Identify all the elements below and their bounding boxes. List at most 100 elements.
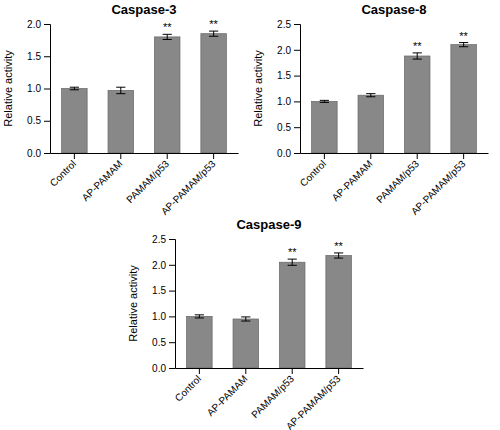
error-bar — [209, 31, 218, 36]
bar — [154, 37, 180, 153]
error-cap — [195, 314, 204, 315]
axis-line — [301, 153, 489, 154]
x-tick: AP-PAMAM/p53 — [409, 153, 468, 217]
x-tick: Control — [48, 153, 79, 189]
y-axis: 0.00.51.01.52.02.5 — [152, 234, 175, 374]
tick-mark — [324, 153, 325, 159]
tick-label: 0.5 — [277, 122, 291, 133]
tick-mark — [370, 153, 371, 159]
subplot: 0.00.51.01.52.0ControlAP-PAMAMPAMAM/p53A… — [2, 2, 239, 217]
tick-mark — [463, 153, 464, 159]
plot-area — [187, 253, 352, 368]
x-tick: Control — [173, 368, 204, 404]
axis-line — [51, 153, 239, 154]
tick-mark — [294, 50, 300, 51]
tick-label: 1.5 — [27, 51, 41, 62]
tick-mark — [245, 368, 246, 374]
x-tick: PAMAM/p53 — [249, 368, 296, 420]
error-cap — [459, 42, 468, 43]
error-cap — [241, 316, 250, 317]
tick-label: AP-PAMAM/p53 — [284, 373, 343, 430]
error-stem — [245, 317, 246, 321]
error-cap — [413, 59, 422, 60]
tick-mark — [44, 24, 50, 25]
tick-label: 2.0 — [277, 45, 291, 56]
tick-label: 1.0 — [277, 96, 291, 107]
tick-mark — [169, 291, 175, 292]
x-tick: Control — [298, 153, 329, 189]
plot-area — [62, 31, 227, 153]
error-bar — [70, 87, 79, 90]
tick-mark — [169, 368, 175, 369]
tick-mark — [338, 368, 339, 374]
y-tick: 1.5 — [152, 285, 175, 296]
bar — [108, 90, 134, 153]
error-cap — [334, 252, 343, 253]
y-tick: 0.5 — [27, 115, 50, 126]
y-tick: 1.0 — [27, 83, 50, 94]
tick-mark — [74, 153, 75, 159]
tick-mark — [199, 368, 200, 374]
error-bar — [116, 87, 125, 93]
tick-mark — [294, 24, 300, 25]
x-axis: ControlAP-PAMAMPAMAM/p53AP-PAMAM/p53 — [173, 368, 364, 430]
tick-label: 0.5 — [152, 337, 166, 348]
title: Caspase-9 — [236, 217, 301, 232]
significance-label: ** — [209, 18, 218, 30]
x-tick: AP-PAMAM — [330, 153, 375, 203]
tick-label: 0.5 — [27, 115, 41, 126]
y-axis-title: Relative activity — [2, 50, 14, 127]
title: Caspase-3 — [111, 2, 176, 17]
bar — [62, 89, 88, 154]
title: Caspase-8 — [361, 2, 426, 17]
tick-label: Control — [48, 158, 79, 189]
axis-line — [44, 25, 51, 154]
x-axis: ControlAP-PAMAMPAMAM/p53AP-PAMAM/p53 — [48, 153, 239, 217]
bar — [404, 56, 430, 153]
tick-mark — [44, 89, 50, 90]
tick-label: 1.0 — [152, 311, 166, 322]
y-tick: 1.5 — [27, 51, 50, 62]
bar — [187, 316, 213, 368]
tick-mark — [169, 265, 175, 266]
error-bar — [195, 315, 204, 318]
bar — [358, 95, 384, 153]
tick-label: PAMAM/p53 — [249, 373, 296, 420]
tick-label: 1.0 — [27, 83, 41, 94]
significance-label: ** — [413, 40, 422, 52]
tick-mark — [294, 127, 300, 128]
error-stem — [120, 87, 121, 93]
error-cap — [334, 258, 343, 259]
x-tick: AP-PAMAM — [205, 368, 250, 418]
error-cap — [241, 321, 250, 322]
bar — [233, 319, 259, 368]
bar — [201, 34, 227, 153]
tick-mark — [294, 101, 300, 102]
error-bar — [334, 253, 343, 258]
tick-mark — [294, 153, 300, 154]
tick-mark — [169, 342, 175, 343]
tick-label: 2.5 — [277, 19, 291, 30]
tick-label: 2.0 — [152, 260, 166, 271]
error-cap — [70, 87, 79, 88]
plot-area — [312, 43, 477, 153]
axis-line — [294, 25, 301, 154]
error-cap — [320, 100, 329, 101]
error-stem — [213, 31, 214, 36]
error-cap — [459, 46, 468, 47]
error-cap — [209, 31, 218, 32]
x-tick: PAMAM/p53 — [374, 153, 421, 205]
tick-mark — [44, 121, 50, 122]
significance-label: ** — [288, 246, 297, 258]
error-stem — [292, 259, 293, 265]
tick-mark — [292, 368, 293, 374]
tick-label: 2.5 — [152, 234, 166, 245]
x-tick: AP-PAMAM — [80, 153, 125, 203]
tick-mark — [44, 153, 50, 154]
y-tick: 2.0 — [152, 260, 175, 271]
y-tick: 0.0 — [27, 148, 50, 159]
error-bar — [459, 43, 468, 47]
significance-label: ** — [163, 21, 172, 33]
bar — [279, 262, 305, 368]
x-axis: ControlAP-PAMAMPAMAM/p53AP-PAMAM/p53 — [298, 153, 489, 217]
